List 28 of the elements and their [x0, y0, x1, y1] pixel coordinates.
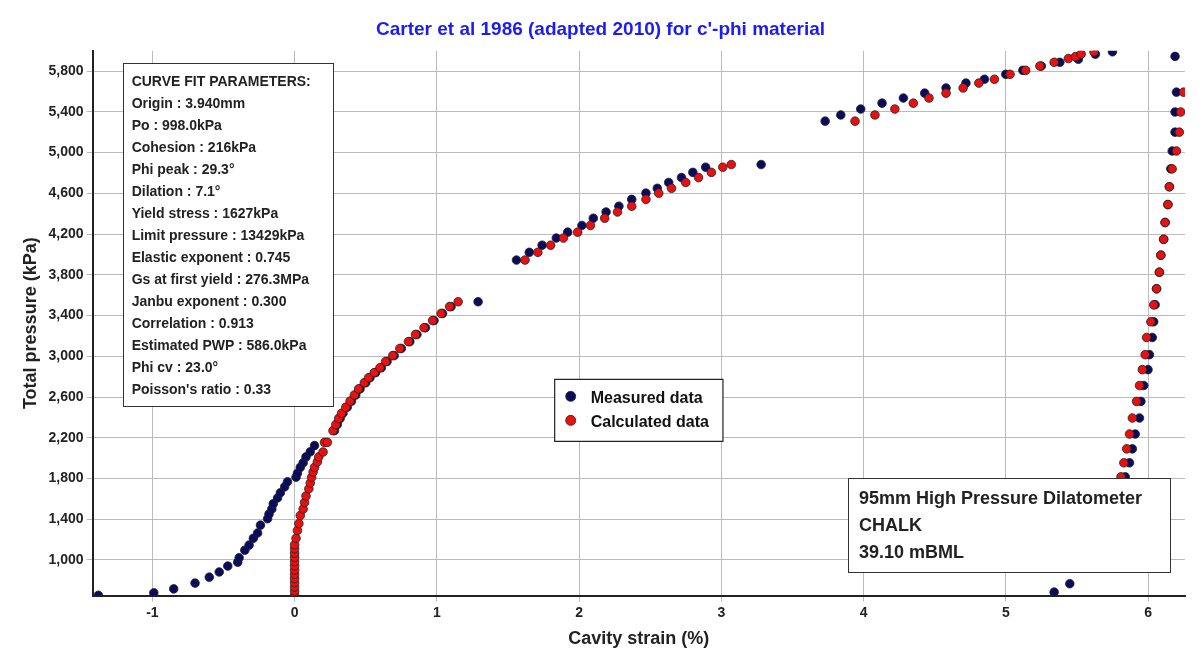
chart-title: Carter et al 1986 (adapted 2010) for c'-phi material — [375, 17, 826, 39]
x-tick-label: -1 — [146, 603, 159, 620]
legend-label: Calculated data — [590, 412, 710, 430]
y-tick-label: 2,200 — [48, 428, 84, 445]
x-tick-label: 4 — [859, 603, 868, 620]
y-tick-label: 1,000 — [48, 550, 84, 567]
y-tick-label: 5,800 — [48, 62, 84, 79]
y-tick-label: 3,800 — [48, 265, 84, 282]
y-tick-label: 1,800 — [48, 469, 84, 486]
x-tick-label: 1 — [432, 603, 441, 620]
x-axis-title: Cavity strain (%) — [568, 628, 710, 649]
text: CURVE FIT PARAMETERS: Origin : 3.940mm Po : 998.0kPa Cohesion : 216kPa Phi peak : 29.3° Dilation : 7.1° Yield stress : 1627kPa Limit pressure : 13429kPa Elastic exponent : 0.745 Gs at first yield : 276.3MPa Janbu exponent : 0.300 Correlation : 0.913 Estimated PWP : 586.0kPa Phi cv : 23.0° Poisson's ratio : 0.33 — [131, 72, 311, 397]
annotation: 95mm High Pressure Dilatometer CHALK 39.10 mBML — [847, 477, 1171, 573]
legend-label: Measured data — [590, 388, 703, 406]
y-tick-label: 3,400 — [48, 306, 84, 323]
y-axis-title: Total pressure (kPa) — [19, 237, 40, 410]
y-tick-label: 4,200 — [48, 224, 84, 241]
x-tick-label: 3 — [717, 603, 726, 620]
y-tick-label: 3,000 — [48, 347, 84, 364]
y-tick-label: 4,600 — [48, 184, 84, 201]
x-tick-label: 2 — [575, 603, 584, 620]
x-tick-label: 5 — [1001, 603, 1010, 620]
y-tick-label: 5,400 — [48, 102, 84, 119]
y-tick-label: 1,400 — [48, 510, 84, 527]
x-tick-label: 0 — [290, 603, 299, 620]
x-tick-label: 6 — [1144, 603, 1153, 620]
y-tick-label: 5,000 — [48, 143, 84, 160]
y-tick-label: 2,600 — [48, 387, 84, 404]
